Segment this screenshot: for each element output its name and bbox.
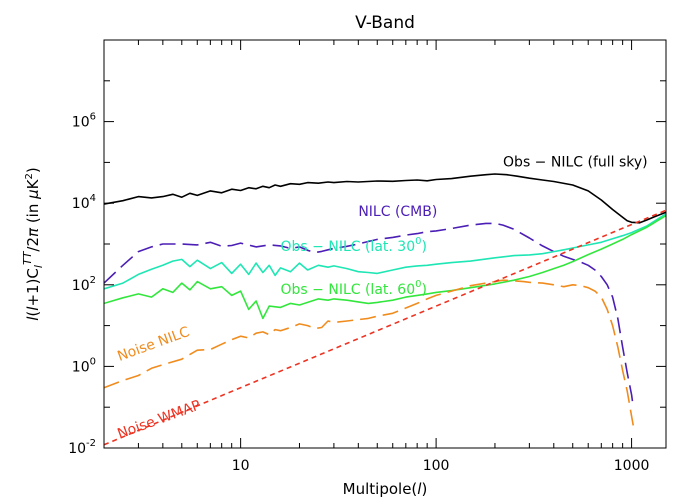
series-line-noise-nilc <box>104 279 635 426</box>
y-tick-label: 10-2 <box>68 438 96 457</box>
labels-layer: Obs − NILC (full sky) NILC (CMB) Obs − NIL… <box>115 154 647 442</box>
x-tick-label: 10 <box>232 458 250 474</box>
series-line-obs-nilc-full <box>104 173 666 224</box>
x-tick-label: 100 <box>423 458 450 474</box>
y-tick-label: 104 <box>72 193 96 212</box>
series-line-nilc-cmb <box>104 222 635 408</box>
y-tick-label: 100 <box>72 356 96 375</box>
plot-frame <box>103 39 667 449</box>
x-tick-label: 1000 <box>614 458 650 474</box>
annotation-noise-wmap: Noise WMAP <box>115 397 202 442</box>
ticks-layer: 10 100 1000 10-2 100 102 104 106 <box>68 39 666 474</box>
series-layer <box>104 173 666 446</box>
x-axis-label: Multipole(l) <box>343 480 428 498</box>
y-axis-label: l(l+1)ClTT/2π (in μK2) <box>21 167 45 320</box>
chart-title: V-Band <box>355 13 415 33</box>
series-line-noise-wmap <box>104 209 666 446</box>
annotation-noise-nilc: Noise NILC <box>115 324 192 365</box>
series-line-obs-nilc-lat30 <box>104 213 666 290</box>
series-line-obs-nilc-lat60 <box>104 214 666 320</box>
y-tick-label: 106 <box>72 112 96 131</box>
annotation-obs-nilc-full: Obs − NILC (full sky) <box>503 154 648 170</box>
y-tick-label: 102 <box>72 275 96 294</box>
annotation-obs-nilc-lat60: Obs − NILC (lat. 600) <box>281 279 427 298</box>
annotation-obs-nilc-lat30: Obs − NILC (lat. 300) <box>281 236 427 255</box>
annotation-nilc-cmb: NILC (CMB) <box>358 204 437 220</box>
